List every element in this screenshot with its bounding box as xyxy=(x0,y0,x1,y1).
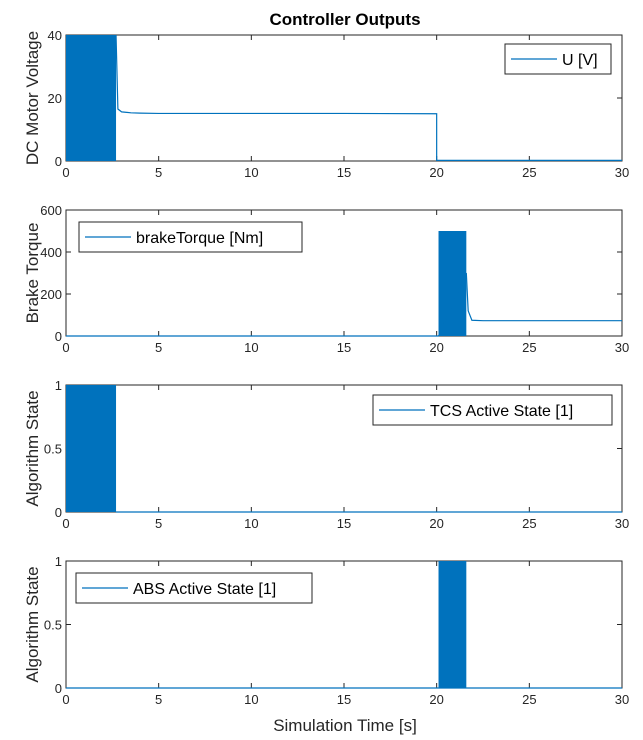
y-tick-label: 0 xyxy=(55,681,62,696)
x-tick-label: 30 xyxy=(615,165,629,180)
x-tick-label: 30 xyxy=(615,516,629,531)
y-tick-label: 200 xyxy=(40,287,62,302)
x-tick-label: 5 xyxy=(155,340,162,355)
x-tick-label: 0 xyxy=(62,165,69,180)
y-axis-label: Algorithm State xyxy=(23,390,42,506)
y-tick-label: 0 xyxy=(55,154,62,169)
subplot-1: 0 5 10 15 20 25 30 0 20 40 DC Motor Voltage U [V] xyxy=(23,28,629,180)
series-switching-band xyxy=(438,561,467,688)
x-tick-label: 10 xyxy=(244,692,258,707)
y-tick-label: 400 xyxy=(40,245,62,260)
y-tick-label: 600 xyxy=(40,203,62,218)
y-tick-label: 20 xyxy=(48,91,62,106)
x-tick-label: 20 xyxy=(429,165,443,180)
legend-entry: ABS Active State [1] xyxy=(133,581,276,598)
y-tick-label: 1 xyxy=(55,554,62,569)
y-tick-label: 40 xyxy=(48,28,62,43)
x-tick-label: 10 xyxy=(244,516,258,531)
x-tick-label: 10 xyxy=(244,165,258,180)
x-tick-label: 30 xyxy=(615,692,629,707)
series-switching-band xyxy=(66,385,117,512)
x-tick-label: 15 xyxy=(337,340,351,355)
x-tick-label: 0 xyxy=(62,692,69,707)
shared-x-axis-label: Simulation Time [s] xyxy=(273,716,417,735)
x-tick-label: 20 xyxy=(429,692,443,707)
subplot-4: 0 5 10 15 20 25 30 0 0.5 1 Algorithm State ABS Acti… xyxy=(23,554,629,707)
series-switching-band xyxy=(66,35,117,161)
x-tick-label: 20 xyxy=(429,340,443,355)
x-tick-label: 30 xyxy=(615,340,629,355)
x-tick-label: 25 xyxy=(522,692,536,707)
figure-title: Controller Outputs xyxy=(269,10,420,29)
y-axis-label: DC Motor Voltage xyxy=(23,31,42,165)
subplot-3: 0 5 10 15 20 25 30 0 0.5 1 Algorithm State TCS Acti… xyxy=(23,378,629,531)
x-tick-label: 25 xyxy=(522,516,536,531)
y-tick-label: 0.5 xyxy=(44,442,62,457)
series-line xyxy=(66,272,622,337)
x-tick-label: 0 xyxy=(62,516,69,531)
y-axis-label: Brake Torque xyxy=(23,223,42,324)
y-tick-label: 0 xyxy=(55,505,62,520)
y-tick-label: 1 xyxy=(55,378,62,393)
x-tick-label: 15 xyxy=(337,692,351,707)
legend-entry: brakeTorque [Nm] xyxy=(136,230,263,247)
x-tick-label: 10 xyxy=(244,340,258,355)
y-tick-label: 0.5 xyxy=(44,618,62,633)
legend-entry: TCS Active State [1] xyxy=(430,403,573,420)
x-tick-label: 5 xyxy=(155,692,162,707)
x-tick-label: 5 xyxy=(155,516,162,531)
x-tick-label: 25 xyxy=(522,340,536,355)
x-tick-label: 20 xyxy=(429,516,443,531)
x-tick-label: 25 xyxy=(522,165,536,180)
y-axis-label: Algorithm State xyxy=(23,566,42,682)
x-tick-label: 15 xyxy=(337,165,351,180)
legend-entry: U [V] xyxy=(562,52,598,69)
subplot-2: 0 5 10 15 20 25 30 0 200 400 600 Brake Torque brakeT… xyxy=(23,203,629,355)
x-tick-label: 15 xyxy=(337,516,351,531)
x-tick-label: 5 xyxy=(155,165,162,180)
y-tick-label: 0 xyxy=(55,329,62,344)
series-line xyxy=(115,34,622,161)
x-tick-label: 0 xyxy=(62,340,69,355)
